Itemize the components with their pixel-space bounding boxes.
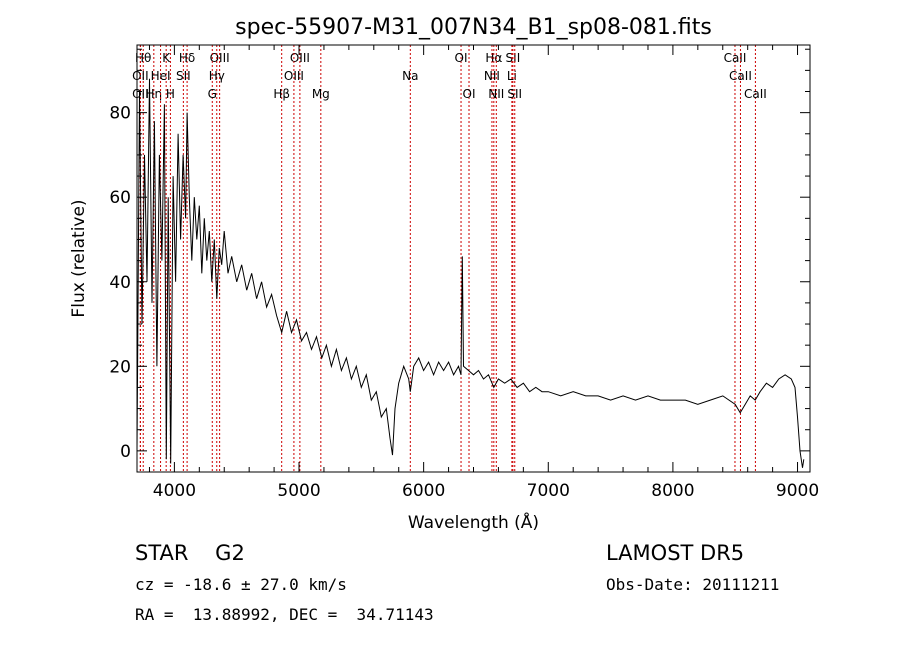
spectral-line-label: OI: [463, 87, 476, 101]
y-tick-label: 20: [109, 357, 131, 377]
spectral-line-label: Hγ: [209, 69, 225, 83]
y-tick-label: 60: [109, 188, 131, 208]
spectral-line-label: OIII: [210, 51, 230, 65]
spectral-line-label: Mg: [312, 87, 330, 101]
spectral-line-label: Na: [402, 69, 418, 83]
plot-frame: [136, 44, 811, 473]
spectral-line-label: K: [162, 51, 171, 65]
spectrum-series-line: [137, 78, 805, 468]
survey-label: LAMOST DR5: [606, 541, 745, 565]
spectral-line-label: H: [166, 87, 175, 101]
x-tick-label: 5000: [277, 481, 320, 501]
spectral-line-label: CaII: [729, 69, 752, 83]
x-tick-label: 6000: [402, 481, 445, 501]
spectral-line-label: CaII: [744, 87, 767, 101]
spectral-line-label: Hβ: [273, 87, 290, 101]
class-label: STAR G2: [135, 541, 245, 565]
y-tick-label: 80: [109, 104, 131, 124]
y-tick-label: 40: [109, 273, 131, 293]
spectral-line-label: NII: [488, 87, 504, 101]
radec-value: RA = 13.88992, DEC = 34.71143: [135, 605, 434, 624]
y-axis-label: Flux (relative): [69, 199, 89, 317]
spectral-line-label: OIII: [290, 51, 310, 65]
x-tick-label: 4000: [153, 481, 196, 501]
spectral-line-label: Hθ: [135, 51, 151, 65]
spectral-line-label: NII: [484, 69, 500, 83]
spectral-line-label: OI: [455, 51, 468, 65]
spectral-line-label: OII: [132, 69, 149, 83]
spectral-line-label: Hδ: [179, 51, 195, 65]
spectral-line-label: SII: [176, 69, 191, 83]
spectral-line-label: SII: [507, 87, 522, 101]
obs-date: Obs-Date: 20111211: [606, 575, 780, 594]
spectral-line-label: Li: [507, 69, 517, 83]
spectral-line-label: CaII: [724, 51, 747, 65]
spectral-line-label: OIII: [284, 69, 304, 83]
x-axis-label: Wavelength (Å): [408, 511, 539, 533]
x-tick-label: 7000: [527, 481, 570, 501]
spectral-line-label: Hη: [146, 87, 163, 101]
x-tick-label: 9000: [776, 481, 819, 501]
y-tick-label: 0: [120, 442, 131, 462]
spectral-line-label: HeI: [151, 69, 171, 83]
spectral-line-label: SII: [506, 51, 521, 65]
spectral-line-label: G: [208, 87, 217, 101]
x-tick-label: 8000: [651, 481, 694, 501]
cz-value: cz = -18.6 ± 27.0 km/s: [135, 575, 347, 594]
chart-title: spec-55907-M31_007N34_B1_sp08-081.fits: [235, 15, 712, 40]
spectral-line-label: Hα: [485, 51, 502, 65]
spectral-line-label: OII: [132, 87, 149, 101]
